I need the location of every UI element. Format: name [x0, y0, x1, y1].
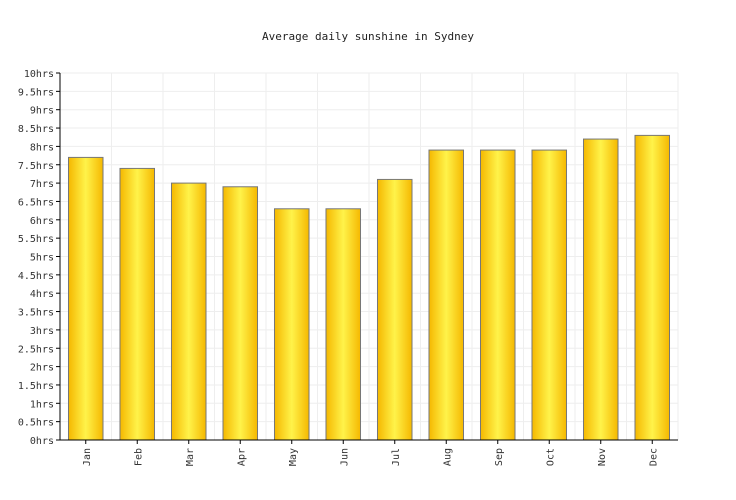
- x-tick-label: Dec: [648, 448, 659, 466]
- x-tick-label: Aug: [442, 448, 453, 466]
- x-tick-label: Feb: [133, 448, 144, 466]
- y-tick-label: 5hrs: [30, 253, 54, 264]
- y-tick-label: 9hrs: [30, 106, 54, 117]
- chart-title: Average daily sunshine in Sydney: [262, 30, 474, 43]
- y-tick-label: 3.5hrs: [18, 308, 54, 319]
- y-tick-label: 2.5hrs: [18, 344, 54, 355]
- x-tick-label: May: [288, 448, 299, 466]
- bar-jun: [325, 208, 362, 441]
- y-tick-label: 7hrs: [30, 179, 54, 190]
- y-tick-label: 4hrs: [30, 289, 54, 300]
- bar-aug: [428, 149, 465, 441]
- y-tick-label: 6hrs: [30, 216, 54, 227]
- bar-oct: [531, 149, 568, 441]
- x-tick-label: Jul: [391, 448, 402, 466]
- x-tick-label: Apr: [236, 448, 247, 466]
- x-tick-labels: Jan Feb Mar Apr May Jun Jul Aug Sep Oct Nov Dec: [82, 448, 660, 466]
- y-tick-label: 5.5hrs: [18, 234, 54, 245]
- y-tick-label: 2hrs: [30, 363, 54, 374]
- y-tick-label: 8.5hrs: [18, 124, 54, 135]
- x-tick-label: Mar: [185, 448, 196, 466]
- y-tick-label: 3hrs: [30, 326, 54, 337]
- bar-may: [273, 208, 310, 441]
- y-tick-label: 0hrs: [30, 436, 54, 447]
- bar-feb: [119, 167, 156, 441]
- y-tick-label: 9.5hrs: [18, 87, 54, 98]
- y-tick-label: 7.5hrs: [18, 161, 54, 172]
- x-tick-label: Nov: [597, 448, 608, 466]
- y-tick-label: 10hrs: [24, 69, 54, 80]
- bar-jul: [376, 178, 413, 441]
- bar-apr: [222, 186, 259, 441]
- bar-dec: [634, 134, 671, 441]
- y-tick-label: 6.5hrs: [18, 197, 54, 208]
- bar-mar: [170, 182, 207, 441]
- y-tick-label: 0.5hrs: [18, 418, 54, 429]
- y-tick-label: 1.5hrs: [18, 381, 54, 392]
- y-tick-label: 1hrs: [30, 399, 54, 410]
- bar-sep: [479, 149, 516, 441]
- bar-layer: [67, 134, 671, 441]
- bar-nov: [582, 138, 619, 441]
- grid-layer: [59, 72, 679, 441]
- x-tick-label: Jun: [339, 448, 350, 466]
- y-tick-label: 4.5hrs: [18, 271, 54, 282]
- axis-layer: [56, 72, 678, 444]
- y-tick-label: 8hrs: [30, 142, 54, 153]
- y-tick-labels: 0hrs 0.5hrs 1hrs 1.5hrs 2hrs 2.5hrs 3hrs 3.5hrs…: [18, 69, 54, 447]
- x-tick-label: Sep: [494, 448, 505, 466]
- x-tick-label: Oct: [545, 448, 556, 466]
- x-tick-label: Jan: [82, 448, 93, 466]
- bar-jan: [67, 156, 104, 441]
